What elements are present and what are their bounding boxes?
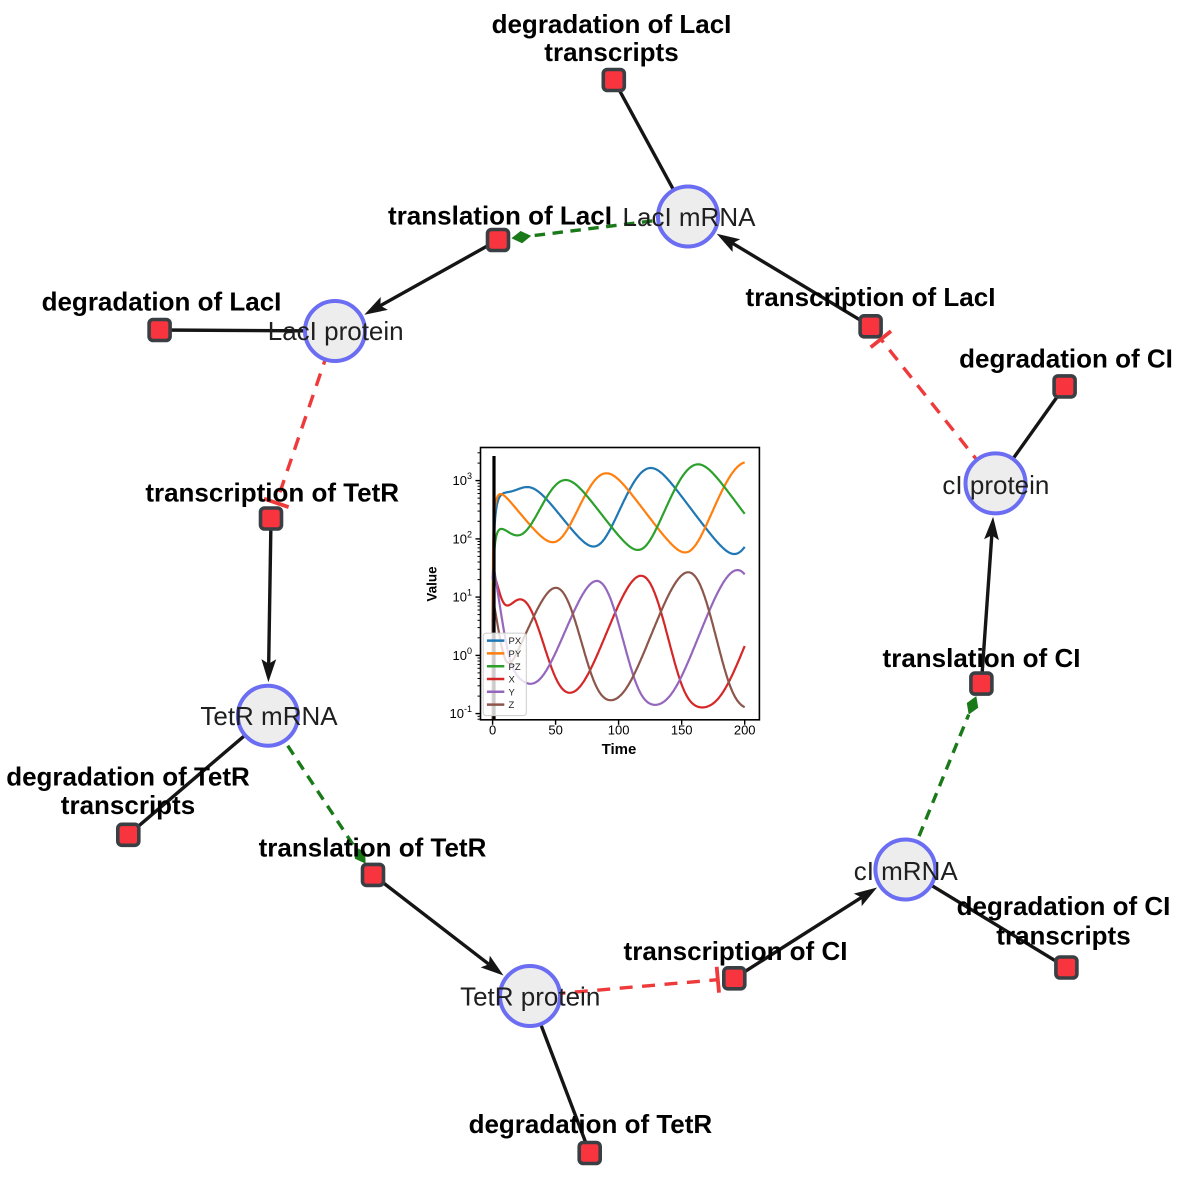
svg-text:Time: Time [602,741,637,758]
svg-text:degradation of TetR: degradation of TetR [6,762,250,792]
svg-text:LacI mRNA: LacI mRNA [623,202,757,232]
svg-text:0: 0 [489,723,496,738]
svg-text:101: 101 [453,588,472,605]
svg-text:transcription of CI: transcription of CI [624,936,848,966]
svg-text:TetR protein: TetR protein [460,981,600,1011]
svg-text:degradation of CI: degradation of CI [957,891,1171,921]
svg-text:transcription of LacI: transcription of LacI [746,282,996,312]
svg-text:200: 200 [734,723,756,738]
svg-text:PX: PX [509,636,522,647]
svg-text:translation of CI: translation of CI [883,643,1081,673]
svg-text:TetR mRNA: TetR mRNA [200,701,338,731]
svg-text:100: 100 [608,723,630,738]
svg-text:LacI protein: LacI protein [268,316,404,346]
svg-text:transcripts: transcripts [996,921,1130,951]
svg-text:10-1: 10-1 [450,704,472,721]
svg-text:transcription of TetR: transcription of TetR [145,478,399,508]
svg-text:103: 103 [453,471,472,488]
svg-text:Z: Z [509,700,515,711]
svg-text:translation of TetR: translation of TetR [259,833,487,863]
svg-text:translation of LacI: translation of LacI [388,201,612,231]
svg-text:PZ: PZ [509,662,521,673]
svg-text:cI protein: cI protein [942,470,1049,500]
svg-text:Y: Y [509,687,516,698]
svg-text:transcripts: transcripts [544,37,678,67]
svg-text:transcripts: transcripts [61,790,195,820]
svg-text:X: X [509,675,516,686]
svg-text:50: 50 [548,723,562,738]
svg-text:102: 102 [453,529,472,546]
svg-text:PY: PY [509,649,522,660]
svg-text:Value: Value [425,566,440,602]
svg-text:degradation of LacI: degradation of LacI [42,287,282,317]
svg-text:degradation of TetR: degradation of TetR [469,1109,713,1139]
svg-text:150: 150 [671,723,693,738]
svg-text:degradation of LacI: degradation of LacI [492,9,732,39]
svg-text:degradation of CI: degradation of CI [959,344,1173,374]
svg-text:100: 100 [453,646,472,663]
svg-text:cI mRNA: cI mRNA [854,856,959,886]
